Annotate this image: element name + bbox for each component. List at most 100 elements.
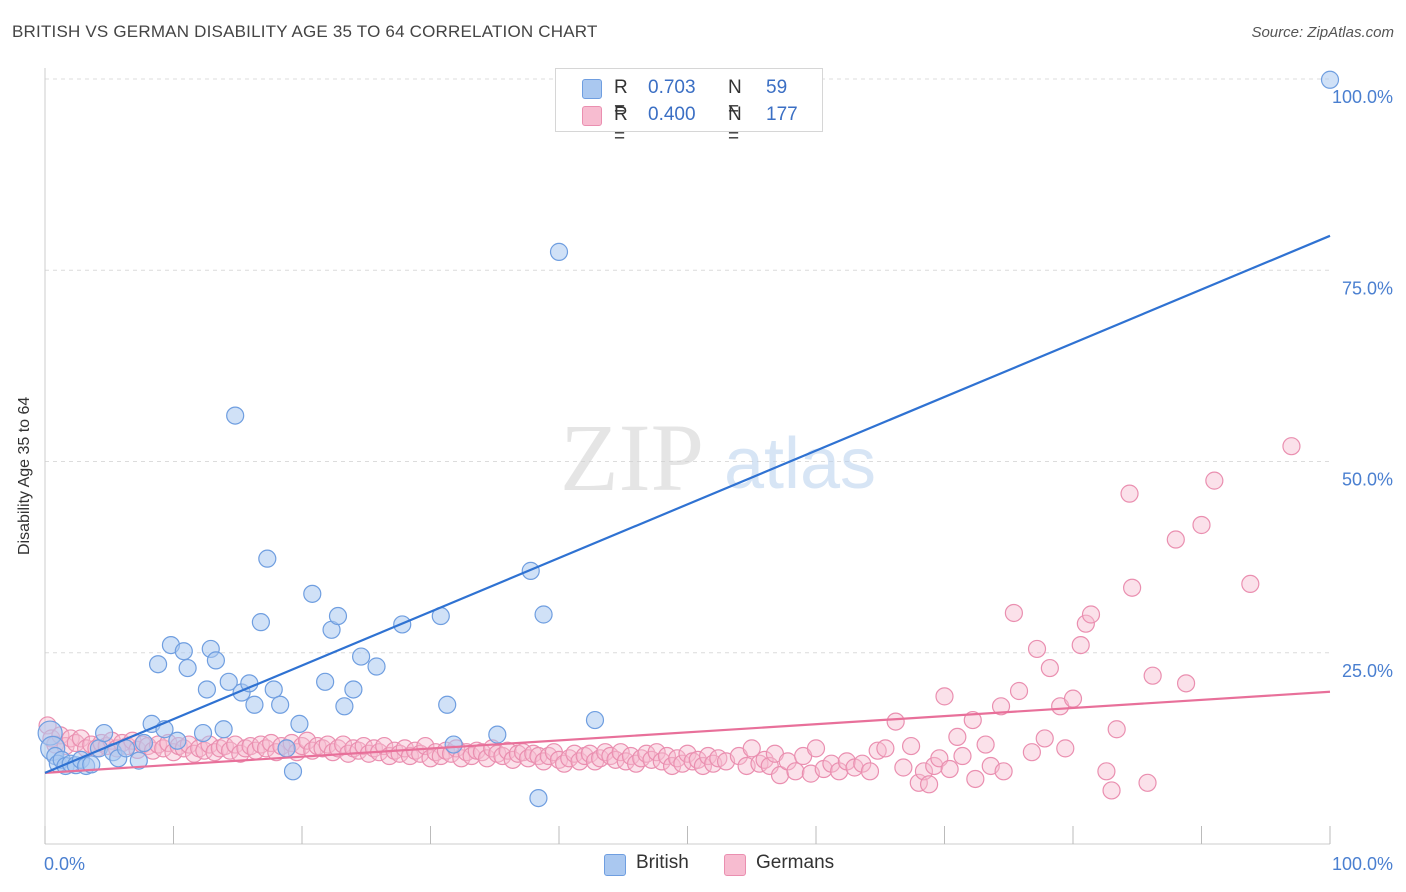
germans-point-175 bbox=[1022, 743, 1041, 762]
british-point-52 bbox=[438, 695, 457, 714]
british-point-34 bbox=[245, 695, 264, 714]
germans-n-label: N = bbox=[728, 104, 742, 147]
germans-point-135 bbox=[742, 739, 761, 758]
british-point-57 bbox=[534, 605, 553, 624]
watermark-atlas: atlas bbox=[724, 424, 876, 504]
germans-point-90 bbox=[498, 741, 517, 760]
germans-point-167 bbox=[963, 710, 982, 730]
british-point-43 bbox=[316, 672, 335, 691]
british-n-label: N = bbox=[728, 77, 742, 120]
germans-legend-swatch bbox=[724, 854, 746, 876]
british-trend-line bbox=[44, 234, 1331, 774]
germans-point-163 bbox=[935, 687, 954, 706]
british-point-28 bbox=[206, 651, 226, 670]
tick-labels: 25.0% 50.0% 75.0% 100.0% 0.0% 100.0% bbox=[44, 87, 1393, 874]
british-r-value: 0.703 bbox=[648, 77, 696, 98]
germans-point-184 bbox=[1081, 605, 1101, 624]
british-point-47 bbox=[344, 680, 363, 699]
germans-point-152 bbox=[860, 762, 880, 781]
grid-lines bbox=[45, 78, 1330, 654]
germans-point-182 bbox=[1071, 635, 1090, 655]
british-point-31 bbox=[226, 406, 245, 425]
british-n-value: 59 bbox=[766, 77, 788, 98]
germans-trend-line bbox=[44, 690, 1331, 774]
germans-point-112 bbox=[611, 743, 630, 762]
germans-r-value: 0.400 bbox=[648, 104, 696, 125]
british-point-22 bbox=[168, 731, 187, 750]
germans-point-145 bbox=[806, 739, 826, 758]
y-axis-label: Disability Age 35 to 64 bbox=[16, 396, 33, 555]
british-point-46 bbox=[335, 697, 354, 716]
germans-point-96 bbox=[529, 746, 548, 766]
british-point-37 bbox=[264, 680, 283, 699]
germans-point-172 bbox=[994, 762, 1013, 781]
british-point-19 bbox=[148, 655, 168, 674]
germans-point-165 bbox=[948, 727, 967, 747]
british-point-40 bbox=[283, 762, 303, 781]
british-series bbox=[37, 70, 1340, 808]
correlation-legend: R = 0.703 N = 59 R = 0.400 N = 177 bbox=[555, 68, 823, 147]
germans-point-160 bbox=[919, 775, 939, 794]
germans-point-123 bbox=[668, 749, 687, 768]
germans-point-119 bbox=[647, 743, 666, 762]
british-legend-swatch bbox=[604, 854, 626, 876]
british-point-49 bbox=[367, 657, 386, 676]
british-point-24 bbox=[178, 658, 197, 678]
germans-point-155 bbox=[886, 712, 905, 731]
germans-point-186 bbox=[1102, 781, 1121, 800]
germans-point-173 bbox=[1004, 603, 1023, 623]
germans-point-140 bbox=[770, 766, 790, 785]
axes bbox=[44, 68, 1331, 845]
germans-point-189 bbox=[1123, 578, 1142, 597]
germans-point-51 bbox=[298, 731, 317, 750]
germans-point-97 bbox=[534, 752, 553, 771]
germans-point-89 bbox=[493, 746, 512, 766]
british-point-48 bbox=[352, 647, 371, 666]
british-point-54 bbox=[488, 725, 507, 744]
germans-point-164 bbox=[940, 759, 959, 779]
germans-point-187 bbox=[1107, 720, 1126, 739]
germans-point-43 bbox=[256, 739, 276, 758]
british-point-12 bbox=[95, 723, 114, 743]
y-tick-label-0: 25.0% bbox=[1342, 661, 1393, 681]
germans-point-142 bbox=[786, 762, 805, 781]
germans-point-193 bbox=[1176, 674, 1196, 693]
x-tick-label-1: 100.0% bbox=[1332, 854, 1393, 874]
germans-point-195 bbox=[1205, 471, 1224, 490]
watermark: ZIP atlas bbox=[560, 404, 876, 511]
germans-point-154 bbox=[876, 739, 895, 758]
germans-point-188 bbox=[1120, 484, 1139, 503]
germans-point-180 bbox=[1056, 739, 1075, 758]
british-point-30 bbox=[219, 672, 238, 691]
germans-point-83 bbox=[462, 746, 481, 766]
germans-point-120 bbox=[652, 752, 671, 771]
germans-legend-label: Germans bbox=[756, 852, 835, 873]
british-point-23 bbox=[174, 642, 193, 661]
germans-point-168 bbox=[966, 769, 985, 789]
germans-point-156 bbox=[894, 758, 913, 777]
y-tick-label-1: 50.0% bbox=[1342, 470, 1393, 490]
british-legend-label: British bbox=[636, 852, 689, 873]
germans-point-147 bbox=[822, 754, 841, 773]
germans-point-171 bbox=[991, 697, 1011, 716]
british-point-53 bbox=[444, 735, 463, 754]
germans-series bbox=[38, 437, 1301, 800]
british-point-29 bbox=[214, 720, 233, 739]
british-point-60 bbox=[1320, 70, 1340, 89]
british-point-58 bbox=[549, 242, 569, 261]
germans-n-value: 177 bbox=[766, 104, 798, 125]
germans-point-148 bbox=[830, 762, 849, 781]
british-r-label: R = bbox=[614, 77, 628, 120]
germans-point-38 bbox=[231, 744, 250, 763]
germans-point-185 bbox=[1097, 762, 1116, 781]
germans-point-190 bbox=[1138, 773, 1157, 792]
british-swatch bbox=[582, 79, 602, 99]
germans-point-23 bbox=[154, 739, 173, 758]
british-point-42 bbox=[303, 584, 322, 603]
source-label: Source: ZipAtlas.com bbox=[1251, 24, 1394, 41]
germans-point-178 bbox=[1040, 658, 1059, 678]
germans-point-192 bbox=[1166, 530, 1185, 549]
british-point-45 bbox=[328, 606, 348, 626]
germans-point-157 bbox=[901, 736, 921, 756]
